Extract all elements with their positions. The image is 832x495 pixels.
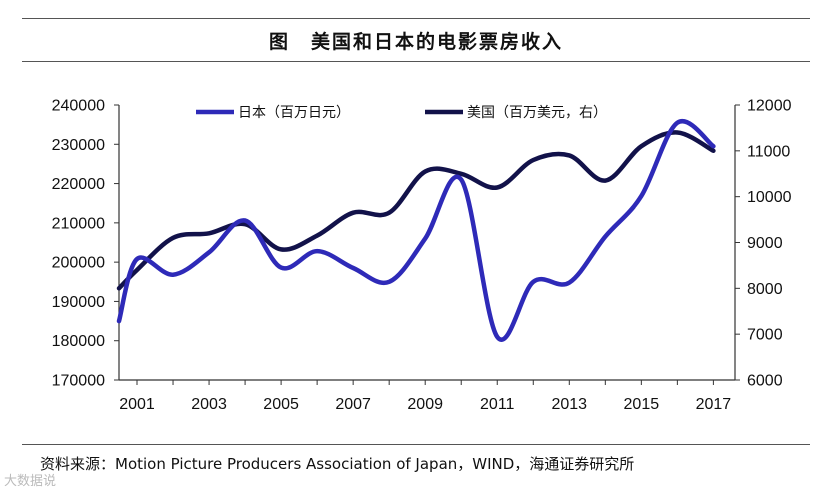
series-line-usa [116, 130, 716, 291]
right-y-tick-label: 11000 [747, 143, 790, 160]
right-y-tick-label: 7000 [747, 327, 783, 344]
x-tick-label: 2011 [480, 396, 515, 413]
left-y-tick-label: 220000 [52, 176, 105, 193]
x-tick-label: 2001 [119, 396, 155, 413]
source-note: 资料来源：Motion Picture Producers Associatio… [40, 455, 635, 473]
series-line-japan [116, 118, 716, 342]
x-tick-label: 2017 [696, 396, 732, 413]
source-rule [22, 444, 810, 445]
x-tick-label: 2015 [624, 396, 660, 413]
legend-label-usa: 美国（百万美元，右） [467, 105, 607, 121]
top-rule [22, 18, 810, 19]
right-y-tick-label: 10000 [747, 189, 792, 206]
chart-series [116, 118, 716, 342]
right-y-tick-label: 8000 [747, 281, 783, 298]
left-y-tick-label: 170000 [52, 373, 105, 390]
chart-legend: 日本（百万日元） 美国（百万美元，右） [196, 105, 607, 121]
legend-label-japan: 日本（百万日元） [238, 105, 350, 121]
right-y-tick-label: 9000 [747, 235, 783, 252]
x-tick-label: 2007 [335, 396, 371, 413]
figure-title: 图 美国和日本的电影票房收入 [268, 31, 563, 53]
x-tick-label: 2005 [263, 396, 299, 413]
chart-axes: 240000 230000 220000 210000 200000 190000 1800… [52, 98, 792, 414]
left-y-tick-label: 190000 [52, 294, 105, 311]
box-office-chart: 240000 230000 220000 210000 200000 190000 1800… [52, 98, 792, 414]
x-tick-label: 2003 [191, 396, 227, 413]
title-underline [22, 61, 810, 62]
left-y-tick-label: 210000 [52, 215, 105, 232]
left-y-tick-label: 240000 [52, 98, 105, 115]
left-y-tick-label: 200000 [52, 255, 105, 272]
right-y-tick-label: 6000 [747, 373, 783, 390]
watermark-text: 大数据说 [4, 474, 57, 489]
left-y-tick-label: 230000 [52, 137, 105, 154]
x-tick-label: 2013 [551, 396, 587, 413]
left-y-tick-label: 180000 [52, 333, 105, 350]
right-y-tick-label: 12000 [747, 98, 792, 115]
x-tick-label: 2009 [407, 396, 443, 413]
